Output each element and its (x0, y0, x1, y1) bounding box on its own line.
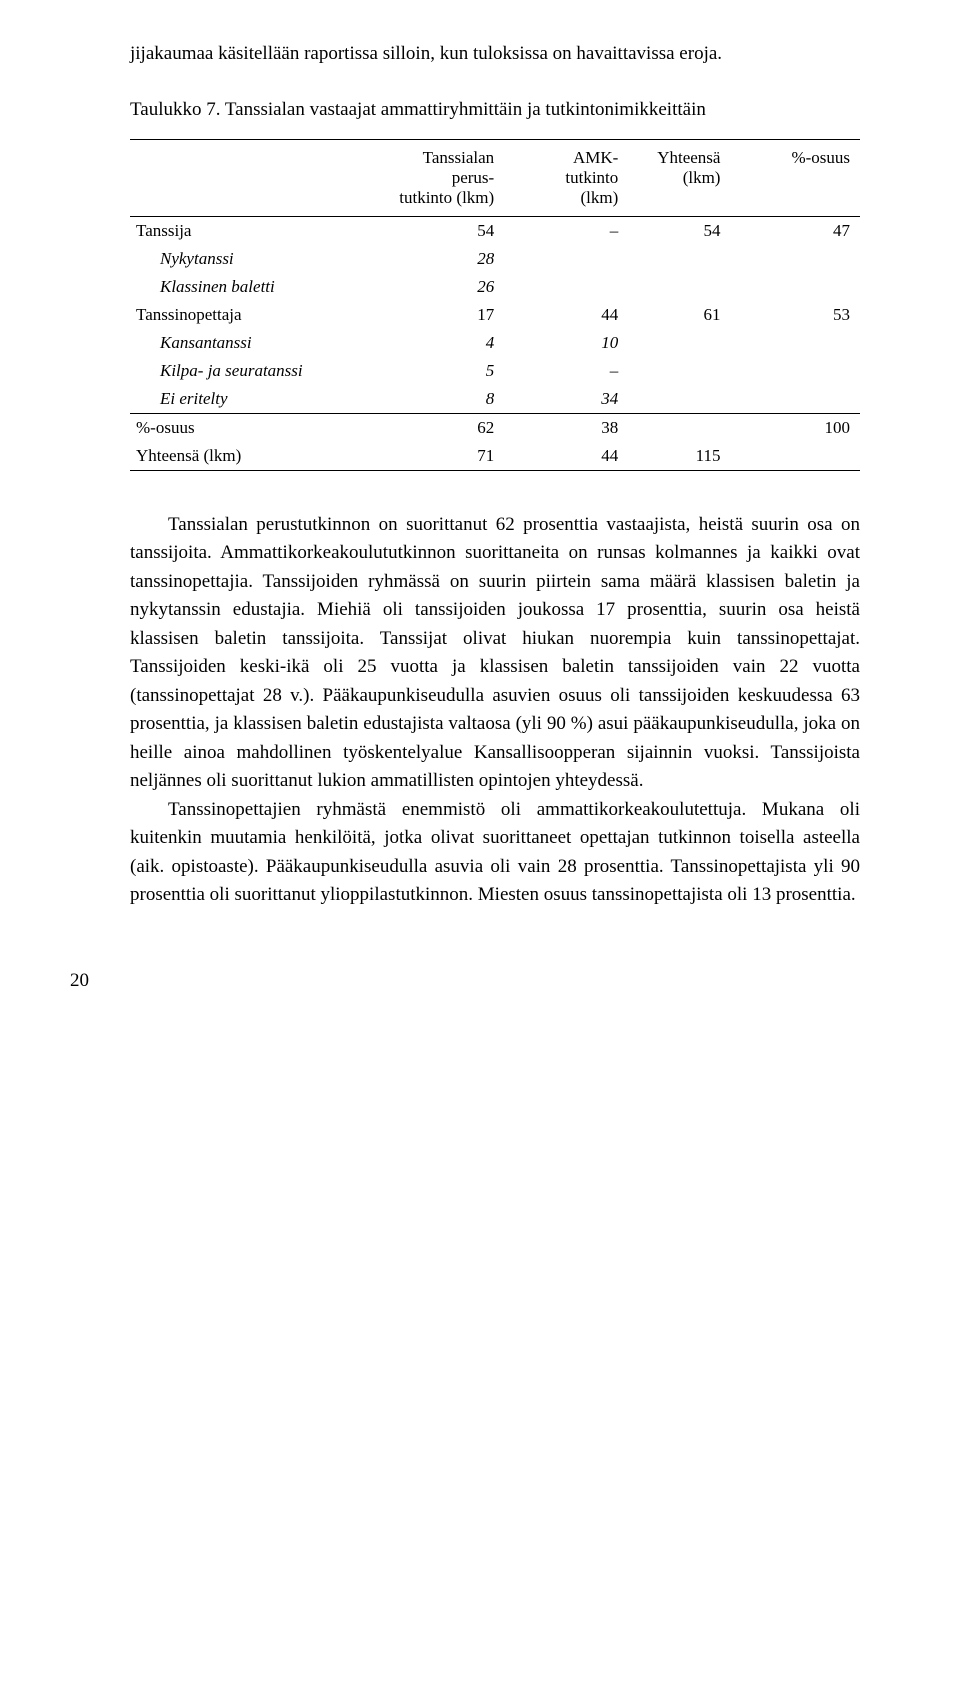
cell: 53 (750, 301, 860, 329)
table-row: Kansantanssi 4 10 (130, 329, 860, 357)
table-row: Kilpa- ja seuratanssi 5 – (130, 357, 860, 385)
intro-paragraph: jijakaumaa käsitellään raportissa silloi… (130, 40, 860, 69)
cell: 17 (378, 301, 524, 329)
body-paragraph-2: Tanssinopettajien ryhmästä enemmistö oli… (130, 796, 860, 910)
col-header-osuus: %-osuus (750, 139, 860, 216)
page-number: 20 (70, 970, 860, 992)
cell: 61 (648, 301, 750, 329)
cell: 5 (378, 357, 524, 385)
col-header-yhteensa: Yhteensä (lkm) (648, 139, 750, 216)
cell: 10 (524, 329, 648, 357)
table-row: Nykytanssi 28 (130, 245, 860, 273)
cell (648, 413, 750, 442)
table-row: Klassinen baletti 26 (130, 273, 860, 301)
cell: 38 (524, 413, 648, 442)
cell: 115 (648, 442, 750, 471)
cell: – (524, 216, 648, 245)
table-header-row: Tanssialan perus- tutkinto (lkm) AMK-tut… (130, 139, 860, 216)
body-text: Tanssialan perustutkinnon on suorittanut… (130, 511, 860, 910)
cell: 44 (524, 442, 648, 471)
table-row: Yhteensä (lkm) 71 44 115 (130, 442, 860, 471)
row-label: Ei eritelty (130, 385, 378, 414)
cell: 54 (378, 216, 524, 245)
cell: 4 (378, 329, 524, 357)
row-label: Yhteensä (lkm) (130, 442, 378, 471)
cell: 44 (524, 301, 648, 329)
col-header-amk: AMK-tutkinto (lkm) (524, 139, 648, 216)
row-label: Kansantanssi (130, 329, 378, 357)
row-label: Kilpa- ja seuratanssi (130, 357, 378, 385)
table-caption: Taulukko 7. Tanssialan vastaajat ammatti… (130, 99, 860, 121)
cell: 71 (378, 442, 524, 471)
cell: 54 (648, 216, 750, 245)
data-table: Tanssialan perus- tutkinto (lkm) AMK-tut… (130, 139, 860, 471)
cell: 28 (378, 245, 524, 273)
row-label: Tanssija (130, 216, 378, 245)
row-label: %-osuus (130, 413, 378, 442)
cell: – (524, 357, 648, 385)
cell: 62 (378, 413, 524, 442)
cell: 100 (750, 413, 860, 442)
row-label: Tanssinopettaja (130, 301, 378, 329)
body-paragraph-1: Tanssialan perustutkinnon on suorittanut… (130, 511, 860, 796)
row-label: Nykytanssi (130, 245, 378, 273)
cell: 8 (378, 385, 524, 414)
cell: 26 (378, 273, 524, 301)
cell (750, 442, 860, 471)
table-row: %-osuus 62 38 100 (130, 413, 860, 442)
table-row: Ei eritelty 8 34 (130, 385, 860, 414)
col-header-perustutkinto: Tanssialan perus- tutkinto (lkm) (378, 139, 524, 216)
row-label: Klassinen baletti (130, 273, 378, 301)
cell: 34 (524, 385, 648, 414)
table-row: Tanssinopettaja 17 44 61 53 (130, 301, 860, 329)
table-row: Tanssija 54 – 54 47 (130, 216, 860, 245)
cell: 47 (750, 216, 860, 245)
